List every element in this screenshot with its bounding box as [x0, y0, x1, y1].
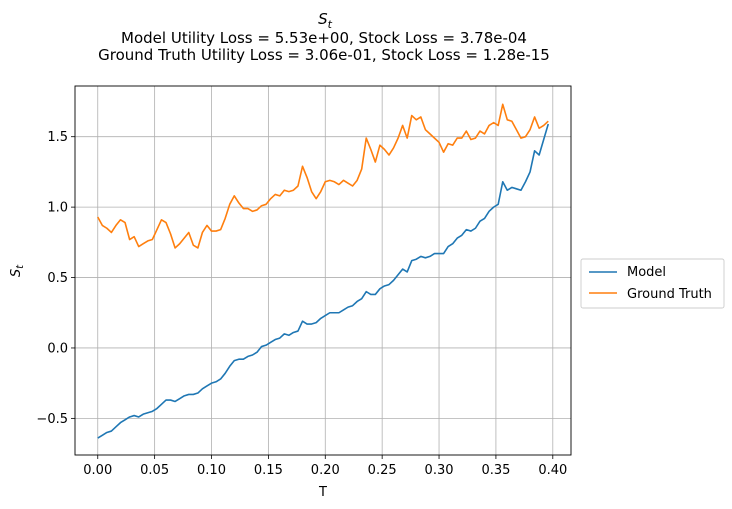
x-tick-label: 0.00 — [83, 463, 112, 478]
title-line-1: St — [318, 10, 333, 31]
plot-frame — [74, 85, 572, 456]
x-axis-label: T — [318, 485, 327, 500]
y-tick-label: 0.0 — [47, 341, 68, 356]
legend-label-model: Model — [627, 265, 666, 280]
legend: Model Ground Truth — [580, 258, 725, 309]
title-line-3: Ground Truth Utility Loss = 3.06e-01, St… — [98, 46, 550, 64]
x-tick-label: 0.20 — [311, 463, 340, 478]
y-tick-label: −0.5 — [36, 412, 68, 427]
title-subscript: t — [328, 18, 333, 31]
legend-label-ground-truth: Ground Truth — [627, 287, 712, 302]
x-tick-label: 0.40 — [538, 463, 567, 478]
x-tick-label: 0.25 — [368, 463, 397, 478]
x-tick-label: 0.10 — [197, 463, 226, 478]
y-axis-subscript: t — [15, 264, 26, 269]
x-tick-label: 0.05 — [140, 463, 169, 478]
y-axis-ticks: −0.5 0.0 0.5 1.0 1.5 — [36, 130, 75, 427]
x-tick-label: 0.35 — [481, 463, 510, 478]
series-lines — [97, 103, 550, 439]
title-symbol: S — [318, 10, 328, 28]
series-line-model — [97, 123, 550, 439]
x-tick-label: 0.15 — [254, 463, 283, 478]
title-line-2: Model Utility Loss = 5.53e+00, Stock Los… — [121, 29, 527, 47]
y-tick-label: 0.5 — [47, 271, 68, 286]
chart-title: St Model Utility Loss = 5.53e+00, Stock … — [98, 10, 550, 64]
y-axis-symbol: S — [9, 269, 24, 277]
series-line-ground-truth — [97, 103, 549, 249]
grid — [75, 86, 571, 455]
y-tick-label: 1.5 — [47, 130, 68, 145]
x-axis-ticks: 0.00 0.05 0.10 0.15 0.20 0.25 0.30 0.35 0.40 — [83, 455, 567, 478]
y-axis-label: St — [9, 264, 26, 277]
y-tick-label: 1.0 — [47, 201, 68, 216]
x-tick-label: 0.30 — [425, 463, 454, 478]
